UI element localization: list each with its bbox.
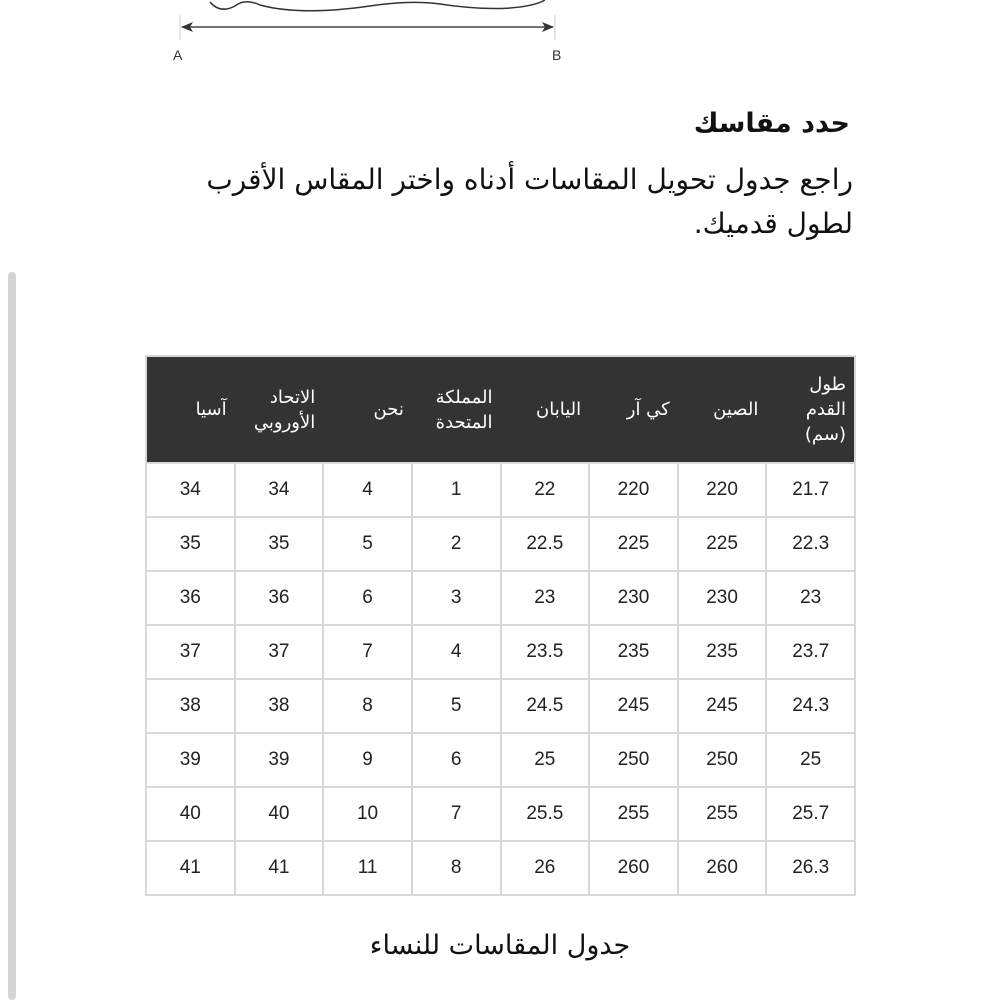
table-cell: 1 — [410, 462, 502, 518]
column-header: الاتحاد الأوروبي — [234, 356, 324, 463]
table-row: 24.3 245 245 24.5 5 8 38 38 — [145, 678, 856, 734]
table-cell: 260 — [676, 840, 768, 896]
table-cell: 37 — [233, 624, 325, 680]
table-cell: 25.5 — [499, 786, 591, 842]
table-cell: 24.3 — [765, 678, 856, 734]
table-row: 23.7 235 235 23.5 4 7 37 37 — [145, 624, 856, 680]
table-cell: 26 — [499, 840, 591, 896]
column-header: الصين — [677, 356, 767, 463]
point-b-label: B — [552, 47, 562, 63]
table-cell: 25 — [765, 732, 856, 788]
table-cell: 225 — [676, 516, 768, 572]
column-header: طول القدم (سم) — [766, 356, 855, 463]
point-a-label: A — [173, 47, 183, 63]
column-header: المملكة المتحدة — [411, 356, 501, 463]
table-cell: 36 — [145, 570, 236, 626]
table-cell: 245 — [676, 678, 768, 734]
table-cell: 36 — [233, 570, 325, 626]
table-cell: 8 — [322, 678, 413, 734]
table-cell: 5 — [322, 516, 413, 572]
table-cell: 4 — [410, 624, 502, 680]
table-cell: 10 — [322, 786, 413, 842]
table-cell: 220 — [588, 462, 679, 518]
table-row: 25 250 250 25 6 9 39 39 — [145, 732, 856, 788]
table-row: 22.3 225 225 22.5 2 5 35 35 — [145, 516, 856, 572]
table-cell: 23 — [499, 570, 591, 626]
table-cell: 37 — [145, 624, 236, 680]
table-cell: 41 — [233, 840, 325, 896]
table-cell: 255 — [588, 786, 679, 842]
table-cell: 9 — [322, 732, 413, 788]
table-cell: 39 — [233, 732, 325, 788]
table-cell: 230 — [588, 570, 679, 626]
section-heading: حدد مقاسك — [693, 108, 850, 139]
table-cell: 235 — [676, 624, 768, 680]
table-cell: 35 — [233, 516, 325, 572]
table-cell: 38 — [233, 678, 325, 734]
table-cell: 40 — [233, 786, 325, 842]
table-cell: 7 — [410, 786, 502, 842]
table-cell: 2 — [410, 516, 502, 572]
table-cell: 255 — [676, 786, 768, 842]
table-cell: 23.5 — [499, 624, 591, 680]
table-header-row: طول القدم (سم) الصين كي آر اليابان المملكة ا… — [146, 356, 855, 463]
scrollbar[interactable] — [8, 272, 16, 1000]
table-cell: 35 — [145, 516, 236, 572]
table-cell: 40 — [145, 786, 236, 842]
table-cell: 7 — [322, 624, 413, 680]
table-cell: 23 — [765, 570, 856, 626]
table-row: 23 230 230 23 3 6 36 36 — [145, 570, 856, 626]
table-cell: 39 — [145, 732, 236, 788]
foot-length-illustration — [179, 0, 556, 40]
table-cell: 22.5 — [499, 516, 591, 572]
table-cell: 6 — [410, 732, 502, 788]
table-cell: 34 — [233, 462, 325, 518]
table-cell: 21.7 — [765, 462, 856, 518]
instructions-text: راجع جدول تحويل المقاسات أدناه واختر الم… — [206, 163, 853, 240]
table-cell: 5 — [410, 678, 502, 734]
table-cell: 260 — [588, 840, 679, 896]
table-cell: 6 — [322, 570, 413, 626]
column-header: كي آر — [589, 356, 678, 463]
table-cell: 41 — [145, 840, 236, 896]
column-header: نحن — [323, 356, 412, 463]
table-cell: 4 — [322, 462, 413, 518]
table-caption: جدول المقاسات للنساء — [369, 930, 631, 961]
table-cell: 38 — [145, 678, 236, 734]
table-cell: 245 — [588, 678, 679, 734]
table-cell: 22 — [499, 462, 591, 518]
table-cell: 25 — [499, 732, 591, 788]
table-cell: 11 — [322, 840, 413, 896]
table-row: 26.3 260 260 26 8 11 41 41 — [145, 840, 856, 896]
table-cell: 23.7 — [765, 624, 856, 680]
table-cell: 3 — [410, 570, 502, 626]
table-row: 25.7 255 255 25.5 7 10 40 40 — [145, 786, 856, 842]
table-row: 21.7 220 220 22 1 4 34 34 — [145, 462, 856, 518]
table-cell: 26.3 — [765, 840, 856, 896]
table-cell: 250 — [588, 732, 679, 788]
table-cell: 8 — [410, 840, 502, 896]
table-cell: 230 — [676, 570, 768, 626]
table-cell: 25.7 — [765, 786, 856, 842]
table-cell: 220 — [676, 462, 768, 518]
table-cell: 225 — [588, 516, 679, 572]
table-cell: 250 — [676, 732, 768, 788]
size-chart-table: طول القدم (سم) الصين كي آر اليابان المملكة ا… — [145, 355, 856, 896]
table-cell: 235 — [588, 624, 679, 680]
table-cell: 34 — [145, 462, 236, 518]
table-cell: 22.3 — [765, 516, 856, 572]
column-header: آسيا — [146, 356, 235, 463]
column-header: اليابان — [500, 356, 590, 463]
table-cell: 24.5 — [499, 678, 591, 734]
